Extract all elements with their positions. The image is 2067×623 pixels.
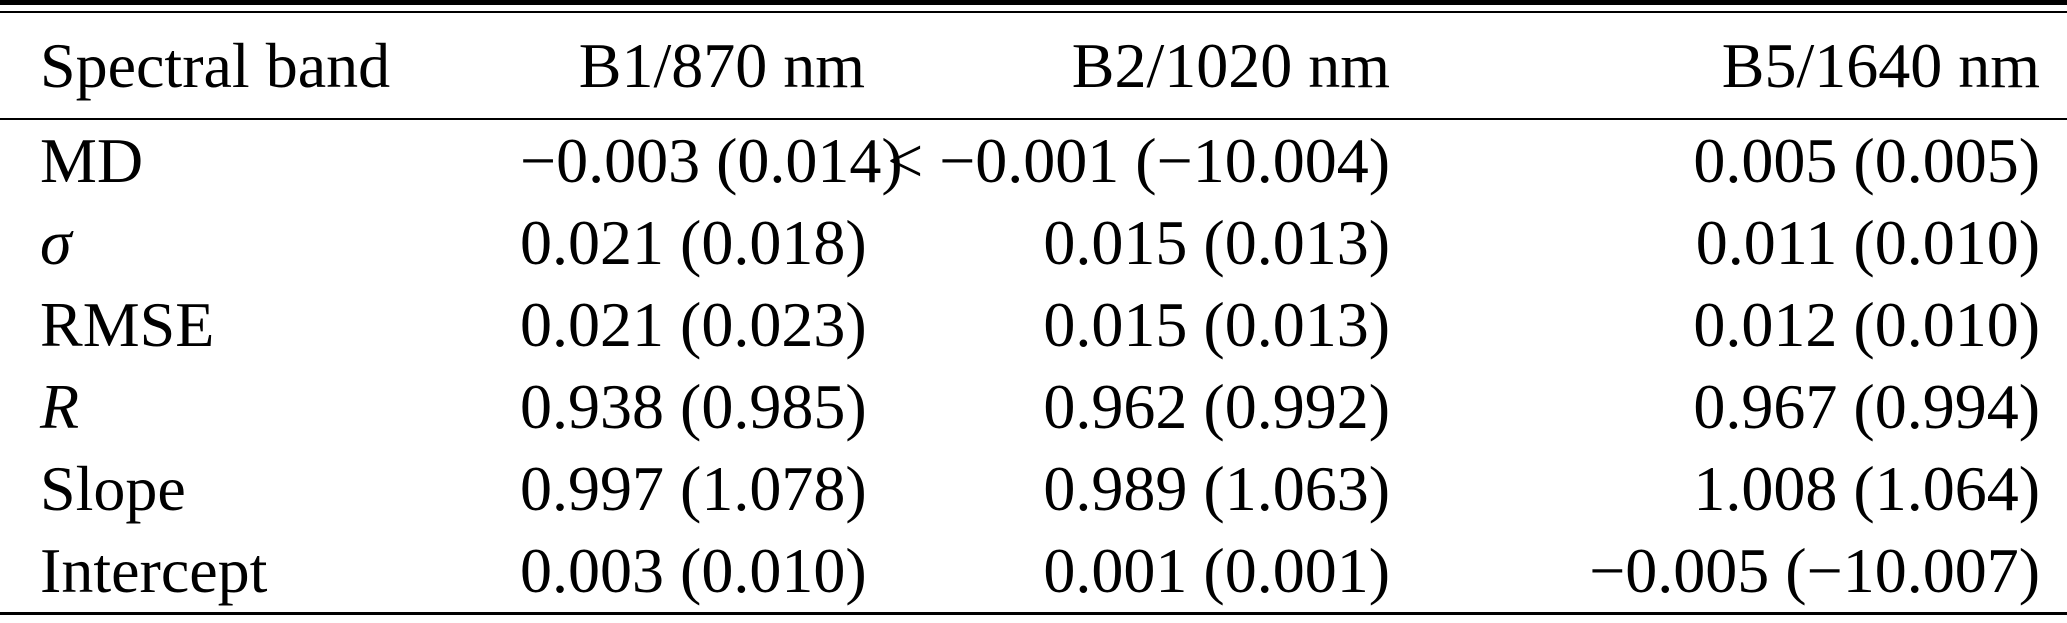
metric-value: 1.008 (1.064): [1693, 453, 2040, 524]
row-label: RMSE: [40, 289, 215, 360]
table-top-rule-thick: [0, 0, 2067, 5]
metric-value: 0.011 (0.010): [1695, 207, 2040, 278]
metric-value: 0.962 (0.992): [1043, 371, 1390, 442]
table-bottom-rule: [0, 612, 2067, 615]
table-header-separator-rule: [0, 118, 2067, 120]
column-header-b5-1640nm: B5/1640 nm: [1721, 29, 2040, 101]
header-row: Spectral band B1/870 nm B2/1020 nm B5/16…: [40, 13, 2040, 118]
metric-value: 0.021 (0.023): [520, 289, 867, 360]
row-label: σ: [40, 207, 72, 278]
metric-value: 0.997 (1.078): [520, 453, 867, 524]
metric-value: 0.989 (1.063): [1043, 453, 1390, 524]
metric-value: 0.003 (0.010): [520, 535, 867, 606]
metric-value: 0.938 (0.985): [520, 371, 867, 442]
metric-value: 0.015 (0.013): [1043, 207, 1390, 278]
metric-value: 0.021 (0.018): [520, 207, 867, 278]
table-row: Slope 0.997 (1.078) 0.989 (1.063) 1.008 (1.…: [40, 448, 2040, 530]
table-row: MD −0.003 (0.014) < −0.001 (−10.004) 0.005 …: [40, 120, 2040, 202]
metric-value: −0.005 (−10.007): [1589, 535, 2040, 606]
metrics-table-body: MD −0.003 (0.014) < −0.001 (−10.004) 0.005 …: [40, 120, 2040, 612]
table-body: MD −0.003 (0.014) < −0.001 (−10.004) 0.005 …: [40, 120, 2040, 612]
metric-value: 0.967 (0.994): [1693, 371, 2040, 442]
table-row: R 0.938 (0.985) 0.962 (0.992) 0.967 (0.994): [40, 366, 2040, 448]
column-header-b1-870nm: B1/870 nm: [578, 29, 865, 101]
row-label: Slope: [40, 453, 186, 524]
column-header-spectral-band: Spectral band: [40, 29, 391, 101]
metric-value: < −0.001 (−10.004): [887, 125, 1390, 196]
row-label: Intercept: [40, 535, 268, 606]
metrics-table-header: Spectral band B1/870 nm B2/1020 nm B5/16…: [40, 13, 2040, 118]
table-row: σ 0.021 (0.018) 0.015 (0.013) 0.011 (0.010): [40, 202, 2040, 284]
table-top-rule-thin: [0, 11, 2067, 13]
metric-value: 0.012 (0.010): [1693, 289, 2040, 360]
table-row: RMSE 0.021 (0.023) 0.015 (0.013) 0.012 (0.0…: [40, 284, 2040, 366]
metric-value: 0.015 (0.013): [1043, 289, 1390, 360]
row-label: MD: [40, 125, 144, 196]
metric-value: 0.005 (0.005): [1693, 125, 2040, 196]
row-label: R: [40, 371, 80, 442]
metric-value: −0.003 (0.014): [520, 125, 903, 196]
table-row: Intercept 0.003 (0.010) 0.001 (0.001) −0.00…: [40, 530, 2040, 612]
metric-value: 0.001 (0.001): [1043, 535, 1390, 606]
column-header-b2-1020nm: B2/1020 nm: [1071, 29, 1390, 101]
